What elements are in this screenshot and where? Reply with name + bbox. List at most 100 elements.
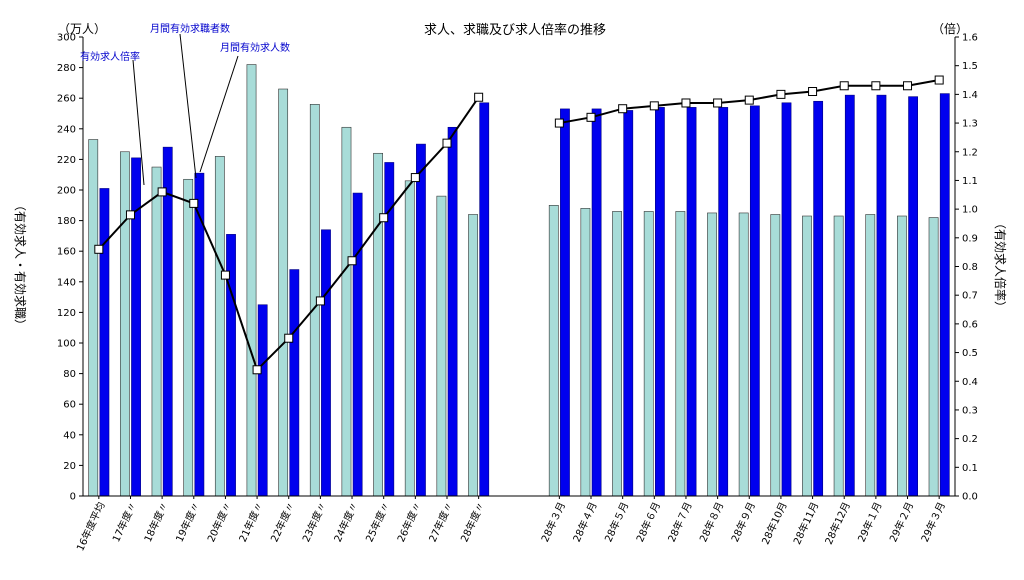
x-tick-label: 28年４月 bbox=[570, 500, 600, 544]
annotation-openings: 月間有効求人数 bbox=[220, 41, 290, 54]
bar-jobseekers bbox=[88, 139, 99, 497]
ratio-point bbox=[379, 213, 389, 223]
bar-jobseekers bbox=[643, 211, 654, 497]
ratio-point bbox=[410, 173, 420, 183]
annotation-jobseekers: 月間有効求職者数 bbox=[150, 22, 230, 35]
ratio-point bbox=[189, 198, 199, 208]
bar-openings bbox=[844, 94, 855, 497]
ratio-point bbox=[903, 81, 913, 91]
bar-openings bbox=[560, 108, 570, 497]
x-tick-label: 27年度〃 bbox=[426, 500, 456, 544]
right-unit-label: （倍） bbox=[932, 21, 968, 36]
ratio-point bbox=[776, 89, 786, 99]
bar-openings bbox=[623, 110, 634, 497]
x-tick-label: 26年度〃 bbox=[394, 500, 424, 544]
bar-openings bbox=[479, 102, 490, 497]
ratio-point bbox=[220, 270, 230, 280]
x-tick-label: 28年度〃 bbox=[458, 500, 488, 544]
right-tick-label: 1.5 bbox=[962, 61, 978, 72]
x-tick-label: 28年11月 bbox=[790, 500, 821, 547]
left-tick-label: 20 bbox=[63, 461, 76, 472]
ratio-point bbox=[681, 98, 691, 108]
bars-layer bbox=[88, 64, 950, 497]
x-tick-label: 17年度〃 bbox=[109, 500, 139, 544]
bar-openings bbox=[416, 143, 426, 497]
bar-openings bbox=[591, 108, 602, 497]
bar-jobseekers bbox=[928, 217, 939, 497]
x-tick-label: 19年度〃 bbox=[173, 500, 203, 544]
annotation-leader-jobseekers bbox=[179, 33, 197, 179]
annotation-leader-openings bbox=[199, 55, 239, 173]
right-tick-label: 1.1 bbox=[962, 176, 978, 187]
left-tick-label: 80 bbox=[63, 369, 76, 380]
bar-jobseekers bbox=[214, 156, 225, 497]
right-tick-label: 1.2 bbox=[962, 147, 978, 158]
right-tick-label: 0.6 bbox=[962, 319, 978, 330]
right-tick-label: 0.8 bbox=[962, 262, 978, 273]
left-tick-label: 240 bbox=[57, 124, 76, 135]
ratio-point bbox=[618, 104, 628, 114]
x-tick-label: 18年度〃 bbox=[141, 500, 171, 544]
right-tick-label: 1.0 bbox=[962, 205, 978, 216]
bar-jobseekers bbox=[707, 212, 717, 497]
x-tick-label: 28年７月 bbox=[665, 500, 695, 544]
right-axis-title: （有効求人倍率） bbox=[993, 217, 1008, 313]
ratio-point bbox=[315, 296, 325, 306]
bar-jobseekers bbox=[738, 212, 749, 497]
bar-openings bbox=[813, 100, 824, 497]
right-tick-label: 0.1 bbox=[962, 463, 978, 474]
x-tick-label: 28年12月 bbox=[822, 500, 853, 547]
bar-openings bbox=[781, 102, 792, 497]
right-tick-label: 1.6 bbox=[962, 33, 978, 44]
right-tick-label: 0.9 bbox=[962, 233, 978, 244]
x-tick-label: 28年５月 bbox=[602, 500, 632, 544]
bar-jobseekers bbox=[246, 64, 257, 497]
annotations: 有効求人倍率 月間有効求職者数 月間有効求人数 bbox=[80, 22, 290, 186]
ratio-point bbox=[474, 92, 484, 102]
bar-openings bbox=[289, 269, 300, 497]
bar-openings bbox=[257, 304, 268, 497]
bar-openings bbox=[99, 188, 110, 497]
bar-jobseekers bbox=[151, 166, 162, 497]
ratio-point bbox=[839, 81, 849, 91]
left-tick-label: 60 bbox=[63, 400, 76, 411]
x-tick-label: 23年度〃 bbox=[299, 500, 329, 544]
left-tick-label: 40 bbox=[63, 430, 76, 441]
bar-jobseekers bbox=[404, 180, 415, 497]
ratio-line-layer bbox=[94, 75, 944, 375]
bar-jobseekers bbox=[802, 215, 812, 497]
bar-openings bbox=[352, 192, 363, 497]
ratio-point bbox=[157, 187, 167, 197]
axes-layer bbox=[79, 36, 959, 499]
x-tick-label: 16年度平均 bbox=[73, 500, 107, 553]
annotation-leader-ratio bbox=[132, 59, 145, 186]
left-tick-label: 140 bbox=[57, 277, 76, 288]
ratio-point bbox=[934, 75, 944, 85]
bar-jobseekers bbox=[119, 151, 130, 497]
bar-jobseekers bbox=[548, 205, 559, 497]
bar-openings bbox=[686, 107, 697, 497]
x-tick-label: 29年２月 bbox=[886, 500, 916, 544]
bar-jobseekers bbox=[341, 126, 352, 497]
ratio-point bbox=[713, 98, 723, 108]
ratio-point bbox=[744, 95, 754, 105]
left-tick-label: 300 bbox=[57, 33, 76, 44]
bar-openings bbox=[447, 126, 458, 497]
ratio-point bbox=[125, 210, 135, 220]
x-tick-label: 28年９月 bbox=[728, 500, 758, 544]
ratio-point bbox=[252, 365, 262, 375]
ratio-point bbox=[649, 101, 659, 111]
x-tick-label: 28年８月 bbox=[696, 500, 726, 544]
bar-jobseekers bbox=[675, 211, 686, 497]
x-tick-label: 21年度〃 bbox=[236, 500, 266, 544]
left-tick-label: 200 bbox=[57, 186, 76, 197]
annotation-ratio: 有効求人倍率 bbox=[80, 50, 140, 63]
right-tick-label: 0.7 bbox=[962, 291, 978, 302]
x-tick-label: 22年度〃 bbox=[268, 500, 298, 544]
right-tick-label: 1.3 bbox=[962, 119, 978, 130]
right-tick-label: 0.4 bbox=[962, 377, 978, 388]
bar-jobseekers bbox=[580, 208, 591, 497]
left-tick-label: 0 bbox=[70, 492, 76, 503]
x-tick-label: 28年６月 bbox=[633, 500, 663, 544]
ratio-point bbox=[347, 256, 357, 266]
